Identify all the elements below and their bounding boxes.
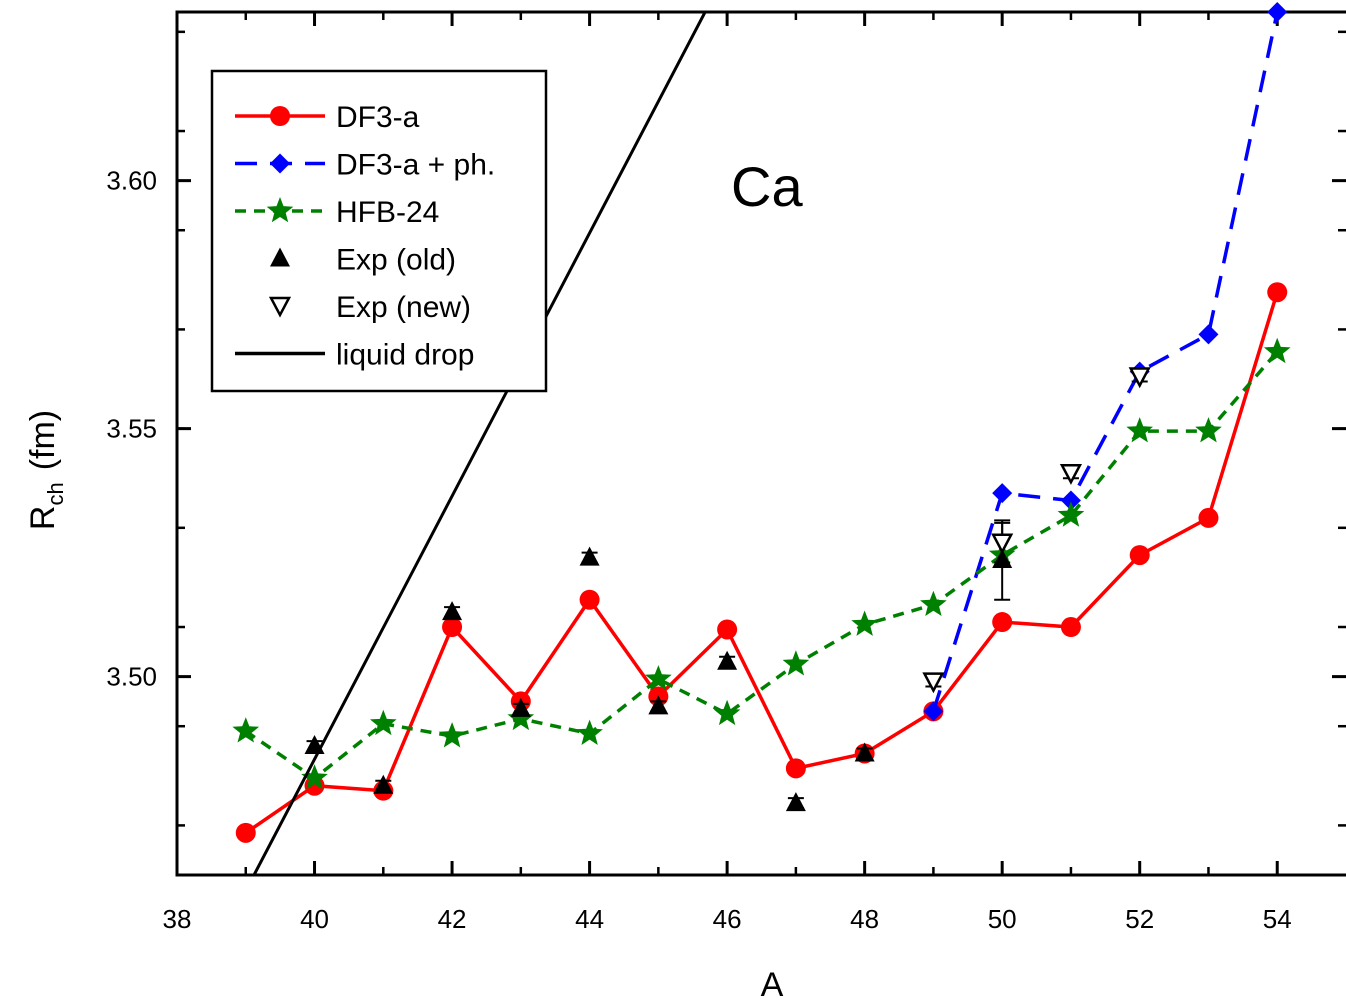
data-point (1129, 545, 1150, 566)
data-point (717, 619, 738, 640)
data-point (301, 764, 328, 790)
series-layer (232, 2, 1291, 875)
x-tick-label: 44 (575, 904, 604, 934)
x-axis-title: A (761, 966, 784, 1003)
x-tick-label: 50 (988, 904, 1017, 934)
series-4 (922, 367, 1151, 694)
legend-marker (266, 197, 294, 223)
data-point (713, 699, 741, 726)
y-axis-title-sub: ch (43, 482, 68, 505)
y-tick-label: 3.55 (106, 414, 157, 444)
data-point (1128, 367, 1151, 389)
data-point (1198, 507, 1219, 528)
data-point (645, 665, 672, 691)
data-point (579, 546, 600, 566)
x-tick-label: 52 (1125, 904, 1154, 934)
data-point (442, 617, 463, 638)
x-tick-label: 46 (713, 904, 742, 934)
y-axis-title: Rch (fm) (24, 410, 68, 530)
y-tick-label: 3.60 (106, 166, 157, 196)
data-point (1060, 490, 1081, 511)
legend-marker (270, 247, 290, 267)
data-point (851, 610, 878, 636)
data-point (922, 672, 945, 694)
legend-label: DF3-a + ph. (336, 149, 495, 182)
data-point (576, 719, 603, 745)
data-point (920, 590, 947, 616)
x-tick-label: 40 (300, 904, 329, 934)
legend-label: DF3-a (336, 101, 420, 134)
data-point (370, 709, 397, 736)
legend-marker (270, 106, 290, 126)
data-point (785, 792, 806, 812)
legend-label: liquid drop (336, 339, 474, 372)
x-tick-label: 54 (1263, 904, 1292, 934)
data-point (1263, 337, 1291, 364)
x-tick-label: 38 (163, 904, 192, 934)
legend-label: HFB-24 (336, 196, 439, 229)
data-point (923, 701, 944, 722)
data-point (235, 822, 256, 843)
data-point (1060, 617, 1081, 638)
data-point (717, 650, 738, 670)
data-point (1195, 417, 1222, 443)
data-point (1057, 501, 1085, 527)
data-point (579, 589, 600, 610)
data-point (785, 758, 806, 779)
legend: DF3-a DF3-a + ph. HFB-24 Exp (old) Exp (new)… (210, 69, 548, 393)
legend-marker (270, 153, 290, 174)
series-1 (923, 2, 1288, 722)
data-point (232, 717, 260, 743)
data-point (1126, 417, 1153, 443)
series-line (252, 12, 707, 875)
data-point (373, 774, 394, 794)
series-line (244, 291, 1279, 835)
data-point (507, 704, 535, 731)
data-point (1198, 324, 1219, 345)
data-point (510, 697, 531, 717)
data-point (648, 695, 669, 715)
series-line (244, 350, 1279, 781)
series-5 (252, 12, 707, 875)
data-point (992, 483, 1013, 504)
axes: 38 40 42 44 46 48 50 52 54 3.50 3.55 3.60 (106, 10, 1346, 934)
legend-box (210, 69, 548, 393)
y-axis-title-unit: (fm) (24, 410, 62, 470)
data-point (992, 612, 1013, 633)
data-point (438, 722, 466, 748)
y-axis-title-main: R (24, 506, 62, 531)
legend-label: Exp (old) (336, 244, 456, 277)
data-point (782, 650, 810, 676)
series-line (931, 12, 1279, 712)
data-point (1059, 464, 1083, 485)
x-tick-label: 42 (438, 904, 467, 934)
series-0 (235, 282, 1288, 843)
x-tick-label: 48 (850, 904, 879, 934)
legend-marker (268, 296, 292, 318)
data-point (1267, 282, 1288, 303)
element-annotation: Ca (731, 155, 803, 218)
legend-label: Exp (new) (336, 291, 471, 324)
y-tick-label: 3.50 (106, 662, 157, 692)
data-point (991, 533, 1014, 555)
data-point (442, 601, 463, 621)
data-point (854, 742, 875, 762)
data-point (1267, 2, 1288, 22)
plot-frame (175, 10, 1346, 877)
